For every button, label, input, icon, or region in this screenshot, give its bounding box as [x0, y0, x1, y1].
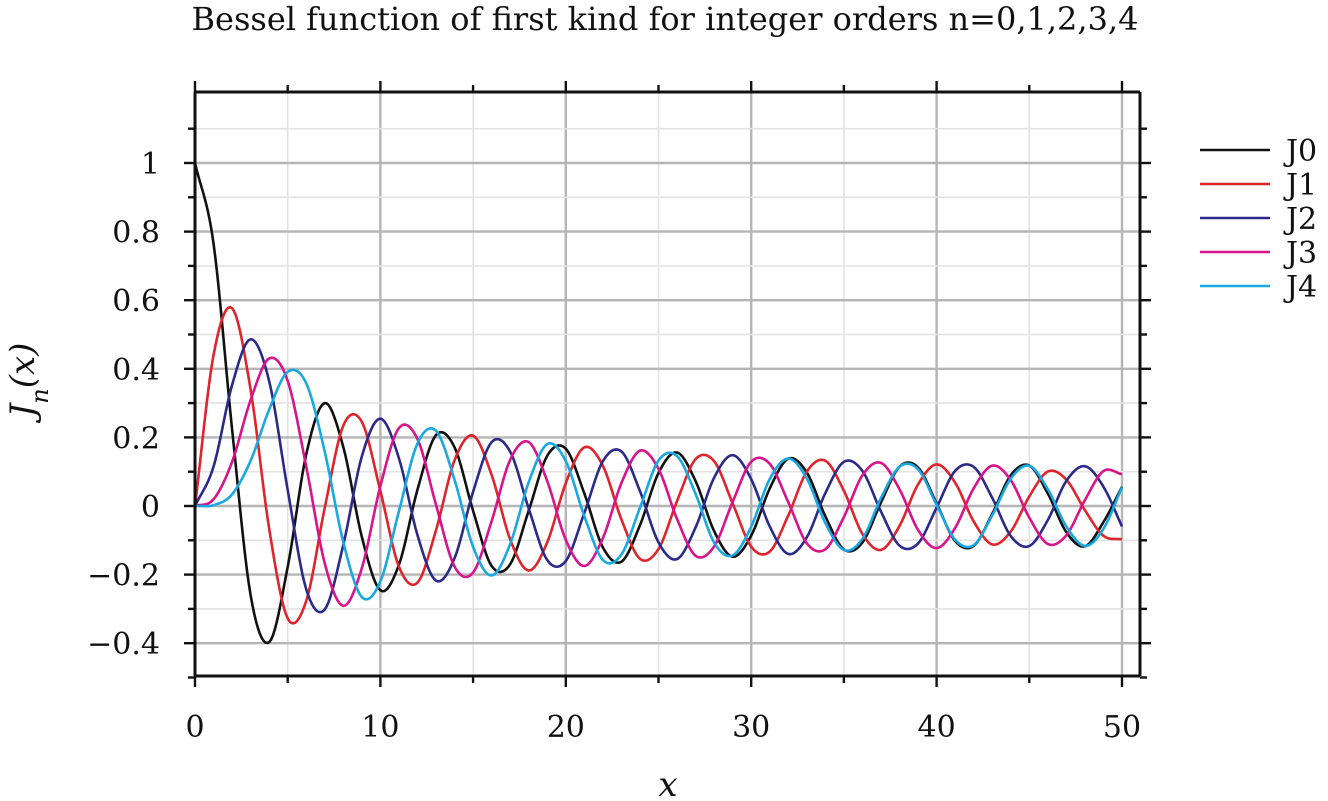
x-tick-label: 30 [732, 710, 770, 745]
series-line-J4 [194, 368, 1124, 601]
x-tick-label: 40 [918, 710, 956, 745]
y-tick-labels: −0.4 −0.2 0 0.2 0.4 0.6 0.8 1 [87, 147, 160, 662]
x-axis-label: x [658, 765, 677, 801]
x-tick-label: 50 [1103, 710, 1141, 745]
y-tick-label: −0.2 [87, 559, 160, 594]
y-tick-label: 1 [141, 147, 160, 182]
x-tick-label: 0 [185, 710, 204, 745]
grid [195, 92, 1140, 676]
legend-label-J4: J4 [1283, 270, 1317, 305]
legend-label-J2: J2 [1283, 202, 1317, 237]
y-tick-label: 0.4 [112, 353, 160, 388]
series-line-J3 [194, 356, 1123, 608]
x-tick-label: 20 [547, 710, 585, 745]
legend-label-J1: J1 [1283, 168, 1317, 203]
series-line-J2 [193, 337, 1124, 614]
y-axis-label: Jn(x) [3, 343, 54, 424]
x-tick-labels: 0 10 20 30 40 50 [185, 710, 1141, 745]
chart-title: Bessel function of first kind for intege… [192, 0, 1139, 38]
legend-label-J3: J3 [1283, 236, 1317, 271]
series-line-J1 [193, 305, 1123, 625]
series-lines [193, 162, 1124, 645]
legend-label-J0: J0 [1283, 134, 1317, 169]
y-tick-label: 0.6 [112, 284, 160, 319]
y-tick-label: 0 [141, 490, 160, 525]
y-tick-label: −0.4 [87, 627, 160, 662]
y-tick-label: 0.2 [112, 421, 160, 456]
y-tick-label: 0.8 [112, 216, 160, 251]
x-tick-label: 10 [361, 710, 399, 745]
axes [184, 81, 1151, 687]
